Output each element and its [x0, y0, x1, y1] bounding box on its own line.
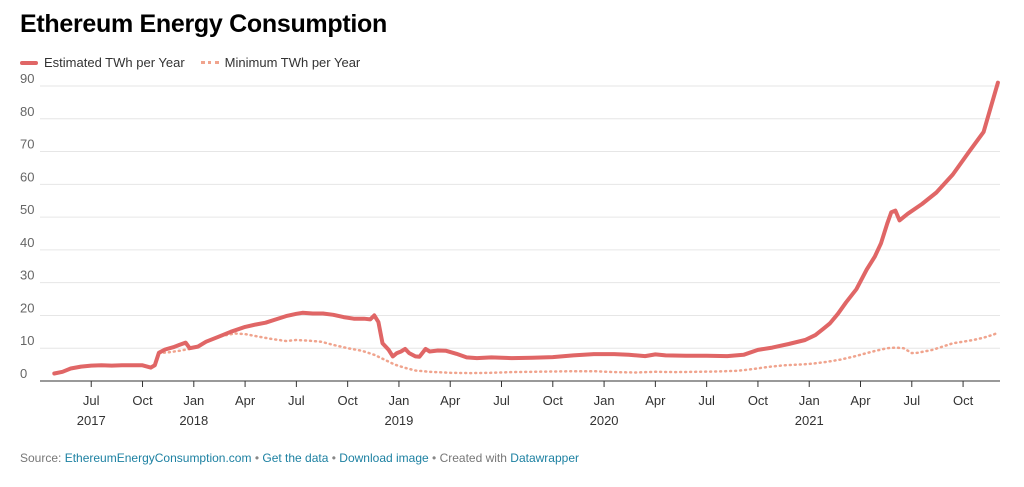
datawrapper-link[interactable]: Datawrapper: [510, 451, 579, 465]
y-tick-label: 40: [20, 235, 34, 250]
chart-title: Ethereum Energy Consumption: [20, 10, 387, 38]
x-tick-label: Jul: [903, 393, 920, 408]
legend-swatch-estimated: [20, 60, 38, 65]
x-tick-label: Oct: [748, 393, 769, 408]
footer-created-with: Created with: [439, 451, 507, 465]
legend-swatch-minimum: [200, 61, 219, 64]
legend-item-estimated: Estimated TWh per Year: [20, 55, 185, 70]
y-tick-label: 50: [20, 202, 34, 217]
line-chart: 0 10 20 30 40 50 60 70 80 90 Jul 2017 Oct Jan 2018 Apr J…: [20, 71, 1000, 428]
y-tick-label: 0: [20, 366, 27, 381]
y-tick-label: 70: [20, 137, 34, 152]
y-tick-label: 30: [20, 268, 34, 283]
source-link[interactable]: EthereumEnergyConsumption.com: [64, 451, 252, 465]
x-tick-label: Jul: [83, 393, 100, 408]
x-tick-label: Apr: [850, 393, 871, 408]
x-tick-label: Oct: [953, 393, 974, 408]
series-line-estimated: [52, 80, 1000, 376]
x-tick-label: Jul: [493, 393, 510, 408]
legend-item-minimum: Minimum TWh per Year: [200, 55, 361, 70]
x-tick-label: Jan: [799, 393, 820, 408]
legend-label-minimum: Minimum TWh per Year: [224, 55, 361, 70]
footer-separator: •: [331, 451, 336, 465]
x-tick-year-label: 2021: [795, 413, 824, 428]
y-tick-label: 80: [20, 104, 34, 119]
get-data-link[interactable]: Get the data: [262, 451, 329, 465]
y-tick-label: 10: [20, 333, 34, 348]
x-tick-label: Jul: [288, 393, 305, 408]
x-tick-label: Oct: [132, 393, 153, 408]
x-tick-label: Jul: [698, 393, 715, 408]
x-tick-label: Jan: [594, 393, 615, 408]
x-tick-year-label: 2018: [179, 413, 208, 428]
x-tick-year-label: 2017: [77, 413, 106, 428]
x-tick-label: Apr: [440, 393, 461, 408]
download-image-link[interactable]: Download image: [339, 451, 429, 465]
x-tick-label: Jan: [388, 393, 409, 408]
footer-separator: •: [432, 451, 437, 465]
y-tick-label: 60: [20, 169, 34, 184]
x-tick-year-label: 2020: [590, 413, 619, 428]
x-tick-year-label: 2019: [384, 413, 413, 428]
x-tick-label: Apr: [645, 393, 666, 408]
legend-label-estimated: Estimated TWh per Year: [44, 55, 185, 70]
x-tick-label: Oct: [543, 393, 564, 408]
y-tick-label: 90: [20, 71, 34, 86]
footer: Source: EthereumEnergyConsumption.com • …: [20, 451, 579, 465]
footer-source-label: Source:: [20, 451, 62, 465]
x-tick-label: Oct: [338, 393, 359, 408]
x-tick-label: Jan: [183, 393, 204, 408]
footer-separator: •: [254, 451, 260, 465]
series-line-minimum: [157, 331, 1000, 375]
legend: Estimated TWh per Year Minimum TWh per Y…: [20, 55, 360, 70]
x-tick-label: Apr: [235, 393, 256, 408]
y-tick-label: 20: [20, 300, 34, 315]
